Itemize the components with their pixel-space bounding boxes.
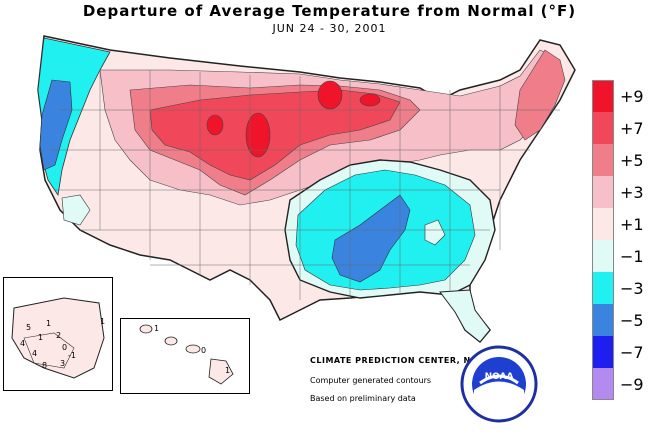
legend-row: +3 bbox=[592, 176, 652, 208]
zone-se-minus3-spot bbox=[424, 219, 446, 246]
legend-swatch bbox=[592, 304, 614, 336]
credit-line-1: CLIMATE PREDICTION CENTER, NOAA bbox=[310, 356, 492, 365]
zone-west-minus5 bbox=[39, 79, 73, 171]
legend-label: −9 bbox=[620, 374, 644, 394]
zone-florida bbox=[439, 289, 491, 343]
hi-label-3: 1 bbox=[225, 366, 230, 375]
noaa-logo-text: NOAA bbox=[485, 372, 514, 382]
ak-label-10: 3 bbox=[60, 359, 65, 368]
zone-ne bbox=[514, 49, 566, 141]
zone-plus9-c bbox=[317, 80, 343, 110]
legend-label: +5 bbox=[620, 150, 644, 170]
alaska-map: 5 1 2 1 4 0 4 -1 8 3 1 bbox=[11, 297, 105, 379]
legend-swatch bbox=[592, 176, 614, 208]
legend-label: −5 bbox=[620, 310, 644, 330]
hi-label-1: 1 bbox=[154, 324, 159, 333]
ak-label-7: 4 bbox=[32, 349, 37, 358]
legend-row: −5 bbox=[592, 304, 652, 336]
legend-row: +7 bbox=[592, 112, 652, 144]
alaska-inset: 5 1 2 1 4 0 4 -1 8 3 1 bbox=[3, 277, 113, 391]
ak-label-4: 1 bbox=[38, 333, 43, 342]
legend-swatch bbox=[592, 368, 614, 400]
legend-row: −1 bbox=[592, 240, 652, 272]
hi-label-2: 0 bbox=[201, 346, 206, 355]
legend-label: +1 bbox=[620, 214, 644, 234]
date-range: JUN 24 - 30, 2001 bbox=[272, 22, 387, 35]
legend-swatch bbox=[592, 112, 614, 144]
zone-plus9-d bbox=[359, 93, 381, 107]
color-legend: +9 +7 +5 +3 +1 −1 −3 −5 −7 −9 bbox=[592, 80, 652, 400]
legend-row: +1 bbox=[592, 208, 652, 240]
ak-label-6: 0 bbox=[62, 343, 67, 352]
legend-row: −7 bbox=[592, 336, 652, 368]
legend-label: +7 bbox=[620, 118, 644, 138]
ak-label-3: 2 bbox=[56, 331, 61, 340]
credit-line-3: Based on preliminary data bbox=[310, 394, 416, 403]
legend-row: +5 bbox=[592, 144, 652, 176]
state-borders bbox=[50, 70, 560, 300]
temperature-departure-map bbox=[37, 35, 576, 344]
legend-swatch bbox=[592, 336, 614, 368]
legend-label: −3 bbox=[620, 278, 644, 298]
zone-west-minus1 bbox=[61, 194, 91, 226]
legend-swatch bbox=[592, 208, 614, 240]
legend-row: −9 bbox=[592, 368, 652, 400]
map-title: Departure of Average Temperature from No… bbox=[82, 2, 577, 20]
ak-label-5: 4 bbox=[20, 339, 25, 348]
legend-label: −1 bbox=[620, 246, 644, 266]
legend-swatch bbox=[592, 240, 614, 272]
zone-plus9-b bbox=[206, 114, 224, 136]
ak-label-9: 8 bbox=[42, 361, 47, 370]
legend-swatch bbox=[592, 80, 614, 112]
ak-label-8: -1 bbox=[68, 351, 76, 360]
legend-label: +3 bbox=[620, 182, 644, 202]
legend-label: +9 bbox=[620, 86, 644, 106]
noaa-logo: NOAA bbox=[460, 345, 538, 423]
zone-se-minus5 bbox=[331, 194, 411, 283]
credit-line-2: Computer generated contours bbox=[310, 376, 432, 385]
legend-row: −3 bbox=[592, 272, 652, 304]
legend-row: +9 bbox=[592, 80, 652, 112]
ak-label-1: 5 bbox=[26, 323, 31, 332]
ak-label-2: 1 bbox=[46, 319, 51, 328]
ak-label-11: 1 bbox=[100, 317, 105, 326]
hawaii-inset: 1 0 1 bbox=[120, 318, 250, 394]
legend-label: −7 bbox=[620, 342, 644, 362]
legend-swatch bbox=[592, 144, 614, 176]
legend-swatch bbox=[592, 272, 614, 304]
hawaii-map: 1 0 1 bbox=[139, 324, 234, 385]
zone-plus9-a bbox=[245, 112, 271, 158]
